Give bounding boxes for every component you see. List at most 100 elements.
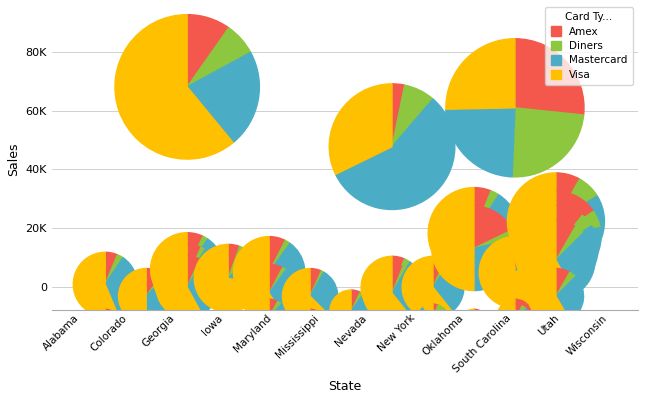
Wedge shape — [269, 244, 305, 293]
Wedge shape — [424, 304, 433, 320]
Wedge shape — [428, 188, 502, 279]
Wedge shape — [141, 329, 154, 337]
Wedge shape — [269, 327, 277, 337]
Wedge shape — [228, 244, 240, 278]
Wedge shape — [187, 244, 201, 278]
Wedge shape — [351, 315, 362, 330]
Wedge shape — [433, 262, 464, 312]
Wedge shape — [119, 268, 146, 324]
Wedge shape — [474, 188, 491, 233]
Wedge shape — [187, 239, 224, 302]
Wedge shape — [187, 247, 205, 278]
Wedge shape — [115, 15, 233, 159]
Wedge shape — [392, 264, 403, 293]
Wedge shape — [150, 233, 203, 306]
Wedge shape — [228, 321, 233, 329]
Wedge shape — [351, 327, 359, 337]
Wedge shape — [269, 268, 286, 293]
Wedge shape — [515, 309, 531, 331]
Wedge shape — [105, 309, 117, 323]
Wedge shape — [556, 226, 598, 290]
Wedge shape — [556, 272, 575, 296]
Wedge shape — [269, 299, 278, 317]
Wedge shape — [515, 39, 584, 115]
Wedge shape — [269, 323, 277, 329]
Wedge shape — [433, 323, 441, 329]
Wedge shape — [187, 320, 198, 326]
Wedge shape — [556, 215, 591, 248]
Wedge shape — [105, 258, 137, 314]
Wedge shape — [310, 268, 321, 296]
Wedge shape — [392, 85, 433, 147]
Wedge shape — [74, 252, 117, 316]
Wedge shape — [402, 256, 452, 318]
Wedge shape — [187, 256, 200, 287]
Wedge shape — [433, 321, 438, 329]
Wedge shape — [223, 329, 235, 337]
Wedge shape — [310, 271, 324, 296]
Wedge shape — [556, 233, 595, 294]
Wedge shape — [556, 268, 570, 296]
Wedge shape — [269, 304, 287, 333]
Wedge shape — [392, 84, 404, 147]
Wedge shape — [515, 238, 531, 272]
Wedge shape — [528, 268, 570, 324]
Wedge shape — [425, 321, 433, 337]
Wedge shape — [418, 307, 433, 320]
Wedge shape — [187, 323, 199, 337]
Wedge shape — [351, 323, 359, 329]
Wedge shape — [351, 290, 360, 311]
Wedge shape — [283, 268, 330, 324]
Wedge shape — [556, 221, 575, 260]
Wedge shape — [146, 327, 154, 332]
Wedge shape — [269, 240, 290, 272]
Wedge shape — [269, 264, 283, 293]
Wedge shape — [228, 323, 236, 332]
Wedge shape — [330, 290, 365, 332]
Wedge shape — [392, 259, 410, 287]
Wedge shape — [187, 315, 196, 326]
Wedge shape — [474, 195, 520, 270]
Wedge shape — [187, 233, 203, 269]
Wedge shape — [432, 206, 474, 290]
Wedge shape — [556, 196, 604, 270]
Wedge shape — [515, 317, 532, 332]
Wedge shape — [310, 309, 315, 323]
Wedge shape — [146, 321, 154, 329]
Wedge shape — [351, 294, 372, 327]
Wedge shape — [351, 326, 362, 335]
Wedge shape — [269, 237, 285, 272]
Wedge shape — [556, 211, 600, 236]
Wedge shape — [351, 292, 363, 311]
Wedge shape — [392, 262, 423, 316]
Wedge shape — [187, 250, 221, 308]
Wedge shape — [138, 321, 146, 336]
Wedge shape — [512, 108, 584, 177]
Wedge shape — [479, 237, 551, 308]
Wedge shape — [474, 230, 515, 248]
Wedge shape — [310, 272, 338, 316]
Wedge shape — [187, 236, 208, 269]
Legend: Amex, Diners, Mastercard, Visa: Amex, Diners, Mastercard, Visa — [545, 7, 633, 85]
Wedge shape — [310, 312, 324, 334]
Wedge shape — [446, 39, 515, 109]
Wedge shape — [187, 28, 251, 87]
Wedge shape — [499, 304, 526, 336]
Wedge shape — [269, 321, 273, 329]
Wedge shape — [363, 264, 410, 322]
Wedge shape — [228, 254, 262, 286]
Wedge shape — [515, 317, 526, 335]
Wedge shape — [392, 256, 404, 287]
Wedge shape — [474, 310, 482, 323]
Wedge shape — [433, 259, 450, 287]
Wedge shape — [446, 108, 515, 177]
Wedge shape — [417, 305, 449, 336]
Wedge shape — [241, 264, 285, 322]
Wedge shape — [474, 191, 499, 233]
Wedge shape — [269, 270, 298, 317]
Wedge shape — [556, 191, 593, 236]
Wedge shape — [105, 255, 123, 284]
Y-axis label: Sales: Sales — [7, 142, 20, 176]
Wedge shape — [392, 268, 421, 316]
Wedge shape — [556, 206, 582, 248]
